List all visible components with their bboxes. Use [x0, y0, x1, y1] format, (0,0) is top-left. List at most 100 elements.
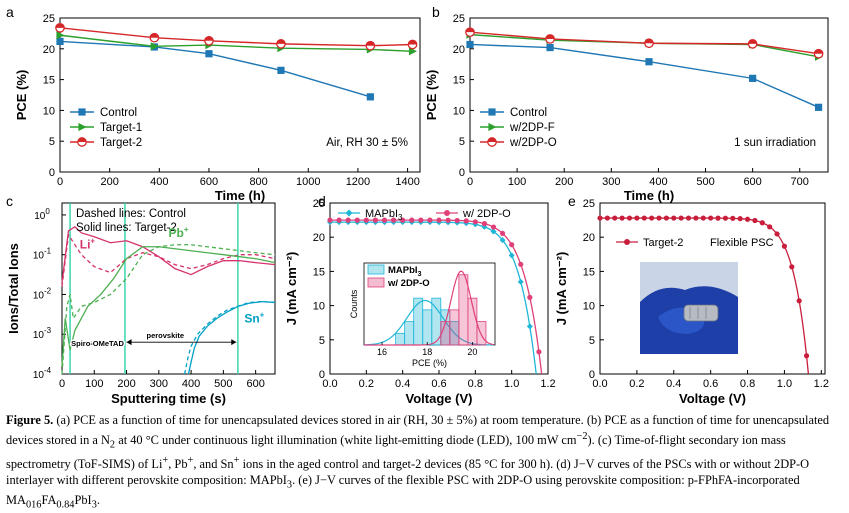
data-point-fill	[408, 40, 417, 45]
x-axis-label: Voltage (V)	[679, 391, 746, 406]
plot-frame	[59, 17, 421, 173]
series-line	[183, 300, 276, 375]
legend-marker	[488, 108, 496, 116]
data-point-fill	[465, 27, 475, 33]
jv-point	[345, 217, 351, 223]
data-point	[277, 66, 285, 74]
jv-point	[685, 215, 692, 221]
inset-legend-label: MAPbI3	[388, 265, 422, 278]
y-axis-label: Ions/Total Ions	[6, 243, 21, 334]
plot-frame	[599, 202, 826, 375]
x-tick-label: 0	[57, 176, 63, 188]
legend-marker	[78, 122, 87, 132]
y-tick-label: 20	[313, 232, 325, 244]
y-tick-label: 10	[313, 301, 325, 313]
jv-point	[508, 252, 515, 259]
series-line	[59, 27, 413, 47]
x-tick-label: 1.2	[814, 378, 829, 390]
x-tick-label: 400	[182, 378, 200, 390]
jv-point	[641, 215, 647, 221]
x-tick-label: 100	[85, 378, 103, 390]
jv-point	[427, 217, 433, 223]
inset-y-label: Counts	[349, 289, 359, 318]
jv-point	[678, 215, 684, 221]
jv-point	[781, 243, 788, 249]
y-tick-label: 0	[49, 167, 55, 179]
caption-lead: Figure 5.	[6, 413, 54, 427]
jv-point	[526, 323, 533, 330]
panel-b: b 0 100 200 300 400 500 600 700 0 5 10 15 20 25 Time (h…	[424, 4, 829, 203]
arrow-head	[231, 339, 237, 346]
y-tick-label: 20	[583, 232, 595, 244]
y-axis-label: J (mA cm⁻²)	[554, 252, 569, 326]
jv-point	[481, 221, 488, 227]
inset-x-tick-label: 16	[377, 347, 387, 357]
y-tick-label: 15	[43, 75, 55, 87]
x-tick-label: 0.2	[359, 378, 374, 390]
y-tick-label: 25	[313, 198, 325, 210]
jv-point	[418, 217, 424, 223]
jv-point	[509, 242, 515, 248]
legend-marker	[444, 210, 450, 216]
legend-label: w/ 2DP-O	[462, 208, 511, 220]
x-tick-label: 0.0	[322, 378, 337, 390]
legend-label: w/2DP-O	[509, 137, 557, 149]
panel-letter-b: b	[432, 4, 440, 20]
y-tick-label: 15	[583, 266, 595, 278]
x-tick-label: 0.2	[629, 378, 644, 390]
note-solid: Solid lines: Target-2	[76, 222, 177, 234]
y-axis-label: PCE (%)	[424, 70, 439, 121]
inset-legend-label: w/ 2DP-O	[387, 278, 430, 289]
histogram-bar	[458, 274, 469, 346]
jv-point	[671, 215, 677, 221]
x-tick-label: 0.4	[395, 378, 410, 390]
histogram-bar	[404, 321, 415, 346]
y-tick-label: 5	[49, 136, 55, 148]
y-tick-label: 10	[43, 105, 55, 117]
y-tick-label: 10	[453, 105, 465, 117]
jv-point	[767, 224, 773, 230]
y-tick-label: 5	[459, 136, 465, 148]
x-axis-label: Voltage (V)	[406, 391, 473, 406]
x-tick-label: 600	[200, 176, 218, 188]
x-tick-label: 1.0	[504, 378, 519, 390]
y-tick-label: 20	[453, 44, 465, 56]
x-tick-label: 1200	[346, 176, 370, 188]
jv-point	[700, 215, 706, 221]
jv-point	[400, 217, 406, 223]
jv-point	[774, 231, 780, 237]
histogram-bar	[422, 309, 433, 346]
y-tick-label: 10-1	[33, 247, 52, 262]
histogram-bar	[476, 321, 487, 346]
jv-point	[626, 215, 633, 221]
data-point-fill	[366, 41, 375, 46]
y-tick-label: 0	[459, 167, 465, 179]
x-tick-label: 500	[696, 176, 714, 188]
series-line	[61, 244, 276, 375]
species-label: Pb+	[169, 225, 189, 240]
legend-marker	[345, 209, 353, 217]
x-tick-label: 600	[246, 378, 264, 390]
jv-point	[527, 294, 533, 300]
inset-x-tick-label: 20	[467, 347, 477, 357]
y-tick-label: 100	[34, 207, 50, 222]
plot-frame	[61, 202, 276, 375]
legend-label: w/2DP-F	[509, 122, 555, 134]
jv-point	[619, 215, 625, 221]
data-point	[56, 37, 64, 46]
jv-point	[656, 215, 662, 221]
jv-point	[634, 215, 640, 221]
jv-point	[490, 228, 497, 235]
jv-point	[354, 217, 360, 223]
panel-a: a 0 200 400 600 800 1000 1200 1400 0 5 10 15 20 25 Time…	[6, 4, 421, 203]
legend-label: MAPbI3	[365, 208, 403, 222]
jv-point	[436, 217, 442, 223]
y-tick-label: 10-3	[33, 326, 52, 341]
jv-point	[536, 349, 542, 355]
jv-point	[490, 224, 497, 230]
jv-point	[612, 215, 618, 221]
y-tick-label: 10	[583, 301, 595, 313]
panel-e: e 0.0 0.2 0.4 0.6 0.8 1.0 1.2 0 5 10 15 20 25 Voltage …	[554, 193, 829, 406]
jv-point	[663, 215, 669, 221]
arrow-head	[118, 339, 124, 346]
